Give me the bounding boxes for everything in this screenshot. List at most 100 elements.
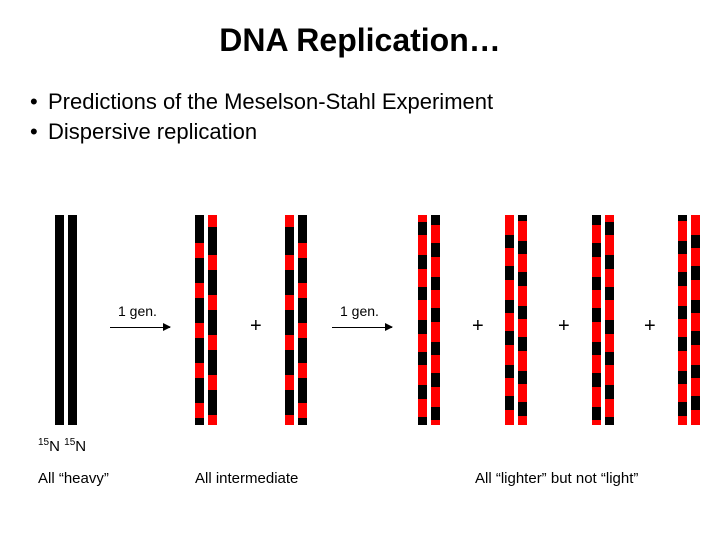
strand-segment bbox=[208, 270, 217, 295]
dna-strand bbox=[418, 215, 427, 425]
dna-strand bbox=[505, 215, 514, 425]
strand-segment bbox=[195, 363, 204, 378]
strand-segment bbox=[678, 402, 687, 416]
bullet-item: • Predictions of the Meselson-Stahl Expe… bbox=[30, 87, 720, 117]
dna-strand bbox=[518, 215, 527, 425]
strand-segment bbox=[605, 334, 614, 352]
strand-segment bbox=[592, 342, 601, 355]
strand-segment bbox=[195, 215, 204, 243]
strand-segment bbox=[518, 371, 527, 384]
caption-lighter: All “lighter” but not “light” bbox=[475, 470, 638, 487]
strand-segment bbox=[418, 222, 427, 235]
strand-segment bbox=[592, 290, 601, 308]
strand-segment bbox=[592, 225, 601, 243]
bullet-dot: • bbox=[30, 87, 48, 117]
strand-segment bbox=[208, 295, 217, 310]
strand-segment bbox=[298, 403, 307, 418]
strand-segment bbox=[505, 378, 514, 396]
strand-segment bbox=[518, 221, 527, 241]
bullet-text: Dispersive replication bbox=[48, 117, 257, 147]
strand-segment bbox=[592, 407, 601, 420]
strand-segment bbox=[605, 287, 614, 300]
strand-segment bbox=[518, 241, 527, 254]
strand-segment bbox=[431, 322, 440, 342]
strand-segment bbox=[285, 350, 294, 375]
strand-segment bbox=[505, 313, 514, 331]
strand-segment bbox=[605, 269, 614, 287]
strand-segment bbox=[208, 350, 217, 375]
dna-strand bbox=[55, 215, 64, 425]
gen2-label: 1 gen. bbox=[340, 303, 379, 319]
strand-segment bbox=[592, 355, 601, 373]
strand-segment bbox=[505, 235, 514, 248]
strand-segment bbox=[418, 235, 427, 255]
strand-segment bbox=[195, 298, 204, 323]
bullet-item: • Dispersive replication bbox=[30, 117, 720, 147]
strand-segment bbox=[505, 280, 514, 300]
strand-segment bbox=[195, 243, 204, 258]
strand-segment bbox=[518, 416, 527, 425]
strand-segment bbox=[691, 313, 700, 331]
strand-segment bbox=[518, 286, 527, 306]
strand-segment bbox=[518, 384, 527, 402]
strand-segment bbox=[431, 290, 440, 308]
strand-segment bbox=[195, 378, 204, 403]
dna-strand bbox=[68, 215, 77, 425]
strand-segment bbox=[285, 375, 294, 390]
strand-segment bbox=[208, 255, 217, 270]
strand-segment bbox=[418, 287, 427, 300]
strand-segment bbox=[592, 373, 601, 387]
strand-segment bbox=[431, 308, 440, 322]
strand-segment bbox=[678, 272, 687, 286]
strand-segment bbox=[605, 215, 614, 222]
strand-segment bbox=[431, 215, 440, 225]
strand-segment bbox=[298, 363, 307, 378]
isotope-elem: N bbox=[75, 438, 86, 455]
strand-segment bbox=[678, 384, 687, 402]
strand-segment bbox=[592, 243, 601, 257]
strand-segment bbox=[418, 269, 427, 287]
strand-segment bbox=[518, 319, 527, 337]
strand-segment bbox=[285, 270, 294, 295]
strand-segment bbox=[691, 365, 700, 378]
strand-segment bbox=[208, 390, 217, 415]
strand-segment bbox=[431, 373, 440, 387]
strand-segment bbox=[418, 334, 427, 352]
dna-strand bbox=[691, 215, 700, 425]
arrow-icon bbox=[110, 327, 170, 328]
strand-segment bbox=[592, 322, 601, 342]
strand-segment bbox=[285, 295, 294, 310]
strand-segment bbox=[505, 331, 514, 345]
strand-segment bbox=[431, 342, 440, 355]
strand-segment bbox=[518, 306, 527, 319]
bullet-list: • Predictions of the Meselson-Stahl Expe… bbox=[30, 87, 720, 146]
strand-segment bbox=[592, 420, 601, 425]
isotope-mass: 15 bbox=[64, 437, 75, 448]
strand-segment bbox=[691, 345, 700, 365]
dna-strand bbox=[605, 215, 614, 425]
dna-strand bbox=[431, 215, 440, 425]
strand-segment bbox=[431, 243, 440, 257]
strand-segment bbox=[208, 227, 217, 255]
gen1-label: 1 gen. bbox=[118, 303, 157, 319]
strand-segment bbox=[431, 355, 440, 373]
strand-segment bbox=[518, 402, 527, 416]
strand-segment bbox=[195, 403, 204, 418]
caption-heavy: All “heavy” bbox=[38, 470, 109, 487]
strand-segment bbox=[418, 255, 427, 269]
strand-segment bbox=[418, 365, 427, 385]
strand-segment bbox=[678, 319, 687, 337]
strand-segment bbox=[691, 331, 700, 345]
strand-segment bbox=[208, 310, 217, 335]
strand-segment bbox=[592, 387, 601, 407]
strand-segment bbox=[605, 365, 614, 385]
strand-segment bbox=[285, 215, 294, 227]
strand-segment bbox=[418, 417, 427, 425]
strand-segment bbox=[505, 396, 514, 410]
strand-segment bbox=[285, 310, 294, 335]
strand-segment bbox=[285, 255, 294, 270]
strand-segment bbox=[298, 338, 307, 363]
strand-segment bbox=[605, 300, 614, 320]
strand-segment bbox=[298, 298, 307, 323]
strand-segment bbox=[605, 222, 614, 235]
